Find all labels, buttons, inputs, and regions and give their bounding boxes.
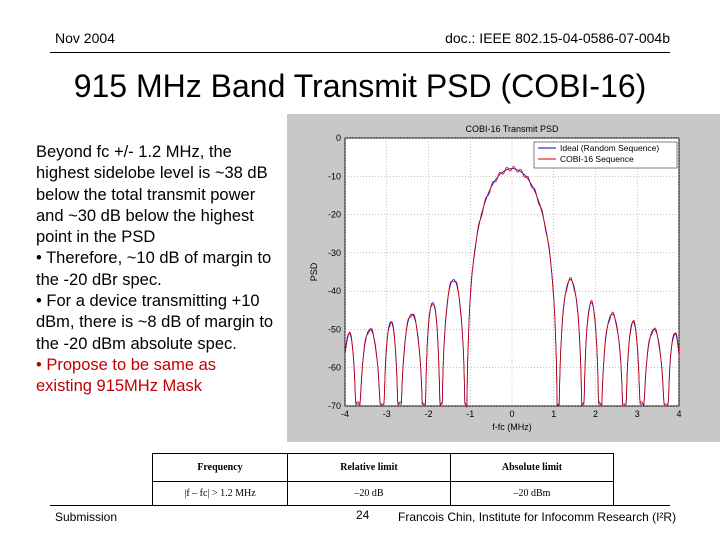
footer-page-number: 24 bbox=[356, 508, 370, 522]
slide-title: 915 MHz Band Transmit PSD (COBI-16) bbox=[73, 68, 647, 104]
footer-divider bbox=[50, 505, 670, 506]
x-tick-label: 2 bbox=[593, 409, 598, 419]
table-header-absolute: Absolute limit bbox=[450, 453, 614, 482]
y-tick-label: -40 bbox=[328, 286, 341, 296]
header-date: Nov 2004 bbox=[55, 30, 115, 46]
table-header-relative: Relative limit bbox=[287, 453, 451, 482]
spec-table: Frequency Relative limit Absolute limit … bbox=[152, 453, 614, 506]
psd-chart: -4 -3 -2 -1 0 1 2 3 40-10-20-30-40-50-60-70COBI-… bbox=[309, 124, 682, 432]
legend-box bbox=[533, 141, 678, 169]
legend-entry-2: COBI-16 Sequence bbox=[560, 154, 634, 164]
x-tick-label: 4 bbox=[676, 409, 681, 419]
x-tick-label: 1 bbox=[551, 409, 556, 419]
header-doc-id: doc.: IEEE 802.15-04-0586-07-004b bbox=[445, 30, 670, 46]
x-tick-label: 0 bbox=[509, 409, 514, 419]
body-highlight-bullet: • Propose to be same as existing 915MHz … bbox=[36, 355, 217, 396]
footer-submission: Submission bbox=[55, 510, 118, 524]
y-tick-label: 0 bbox=[336, 133, 341, 143]
table-cell-frequency: |f – fc| > 1.2 MHz bbox=[152, 481, 288, 506]
plot-area bbox=[344, 137, 680, 407]
y-axis-label: PSD bbox=[309, 262, 319, 281]
y-tick-label: -50 bbox=[328, 324, 341, 334]
footer-author: Francois Chin, Institute for Infocomm Re… bbox=[398, 510, 677, 524]
header-divider bbox=[50, 52, 670, 53]
body-text: Beyond fc +/- 1.2 MHz, the highest sidel… bbox=[36, 142, 276, 398]
body-bullet-1: • Therefore, ~10 dB of margin to the -20… bbox=[36, 249, 272, 289]
body-bullet-2: • For a device transmitting +10 dBm, the… bbox=[36, 292, 274, 353]
x-tick-label: -1 bbox=[466, 409, 474, 419]
chart-title: COBI-16 Transmit PSD bbox=[465, 124, 559, 134]
series-line-2 bbox=[344, 165, 680, 408]
y-tick-label: -10 bbox=[328, 171, 341, 181]
y-tick-label: -20 bbox=[328, 210, 341, 220]
legend-entry-1: Ideal (Random Sequence) bbox=[560, 143, 659, 153]
y-tick-label: -70 bbox=[328, 401, 341, 411]
y-tick-label: -60 bbox=[328, 363, 341, 373]
x-tick-label: -3 bbox=[383, 409, 391, 419]
body-paragraph: Beyond fc +/- 1.2 MHz, the highest sidel… bbox=[36, 143, 268, 247]
table-cell-relative: –20 dB bbox=[287, 481, 451, 506]
table-cell-absolute: –20 dBm bbox=[450, 481, 614, 506]
table-header-frequency: Frequency bbox=[152, 453, 288, 482]
x-tick-label: -4 bbox=[341, 409, 349, 419]
x-tick-label: 3 bbox=[635, 409, 640, 419]
y-tick-label: -30 bbox=[328, 248, 341, 258]
x-tick-label: -2 bbox=[424, 409, 432, 419]
x-axis-label: f-fc (MHz) bbox=[492, 422, 532, 432]
